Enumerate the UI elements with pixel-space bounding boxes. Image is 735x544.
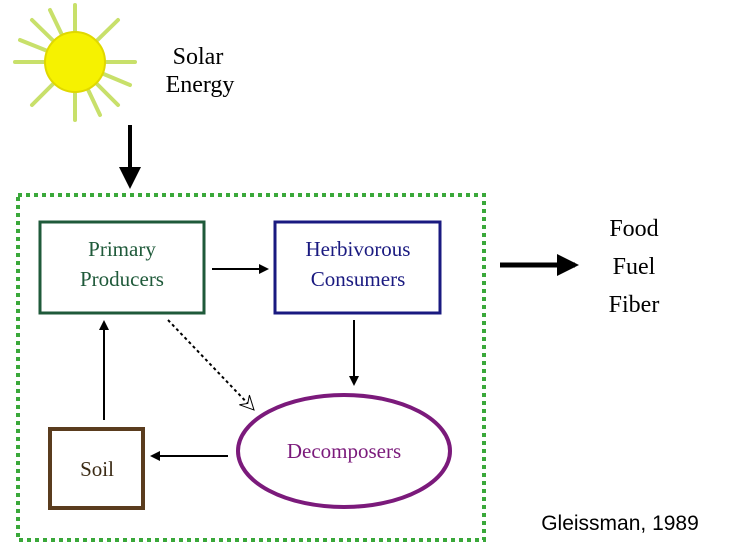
system-boundary — [16, 193, 486, 542]
output-label: Fuel — [613, 254, 656, 280]
node-box — [48, 427, 145, 510]
arrows — [99, 264, 359, 461]
node-label: Herbivorous — [306, 237, 411, 261]
node-label: Primary — [88, 237, 156, 261]
sun-label: Solar — [173, 44, 224, 70]
citation: Gleissman, 1989 — [541, 512, 699, 535]
sun-icon — [13, 3, 137, 122]
output-label: Food — [609, 216, 658, 242]
node-label: Consumers — [311, 267, 406, 291]
node-label: Producers — [80, 267, 164, 291]
output-label: Fiber — [609, 292, 660, 318]
node-label: Soil — [80, 457, 114, 481]
node-ellipse — [236, 393, 452, 509]
node-box — [38, 220, 206, 315]
node-box — [273, 220, 442, 315]
sun-label: Energy — [166, 72, 235, 98]
node-label: Decomposers — [287, 439, 401, 463]
